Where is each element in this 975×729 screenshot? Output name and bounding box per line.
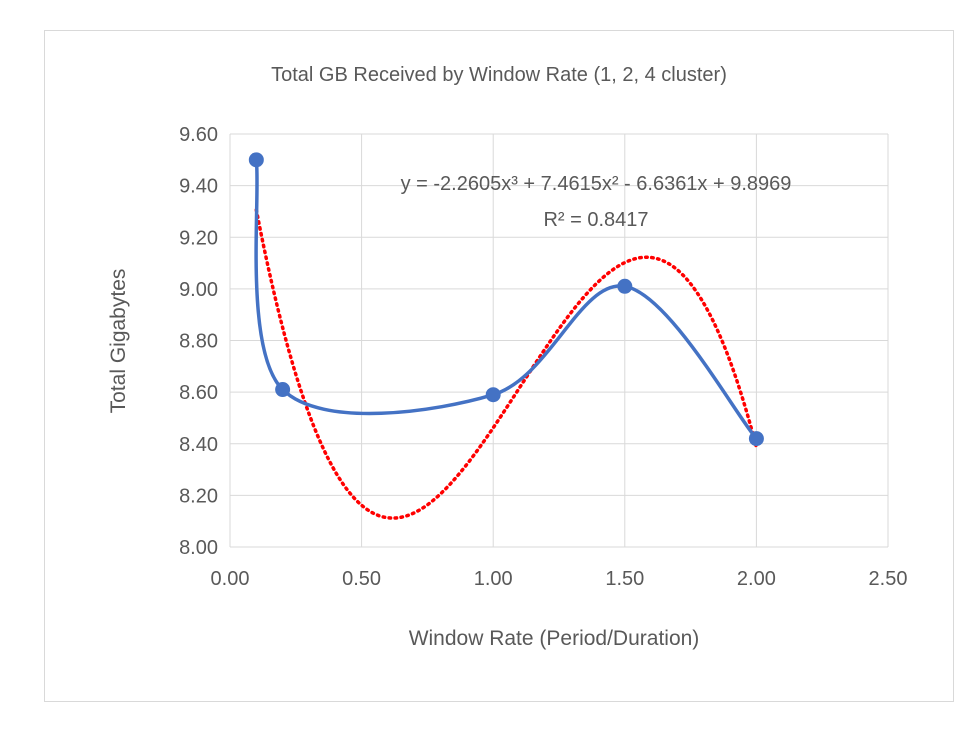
y-tick-label: 9.00 [179, 279, 218, 301]
data-point [275, 382, 291, 398]
y-tick-label: 8.60 [179, 382, 218, 404]
series-line [254, 159, 758, 440]
x-tick-label: 0.00 [211, 568, 250, 590]
y-tick-label: 8.40 [179, 434, 218, 456]
y-tick-label: 8.00 [179, 537, 218, 559]
x-tick-label: 1.00 [474, 568, 513, 590]
x-tick-label: 0.50 [342, 568, 381, 590]
trendline-equation: y = -2.2605x³ + 7.4615x² - 6.6361x + 9.8… [401, 173, 792, 195]
x-tick-label: 1.50 [605, 568, 644, 590]
y-tick-label: 9.60 [179, 124, 218, 146]
y-tick-label: 8.20 [179, 485, 218, 507]
grid [229, 133, 889, 548]
trendline [254, 208, 759, 520]
data-markers [248, 152, 764, 447]
chart-svg: Total GB Received by Window Rate (1, 2, … [107, 64, 908, 650]
data-point [248, 152, 264, 168]
data-point [617, 278, 633, 294]
trendline-r-squared: R² = 0.8417 [543, 209, 648, 231]
y-tick-label: 9.20 [179, 227, 218, 249]
y-tick-label: 8.80 [179, 331, 218, 353]
x-tick-label: 2.00 [737, 568, 776, 590]
x-tick-label: 2.50 [869, 568, 908, 590]
data-point [748, 431, 764, 447]
x-tick-labels: 0.00 0.50 1.00 1.50 2.00 2.50 [211, 568, 908, 590]
y-axis-label: Total Gigabytes [107, 269, 130, 414]
y-tick-labels: 8.00 8.20 8.40 8.60 8.80 9.00 9.20 9.40 9.60 [179, 124, 218, 559]
data-point [485, 387, 501, 403]
x-axis-label: Window Rate (Period/Duration) [409, 627, 700, 650]
chart-frame: Total GB Received by Window Rate (1, 2, … [44, 30, 954, 702]
y-tick-label: 9.40 [179, 176, 218, 198]
chart-title: Total GB Received by Window Rate (1, 2, … [271, 64, 727, 86]
